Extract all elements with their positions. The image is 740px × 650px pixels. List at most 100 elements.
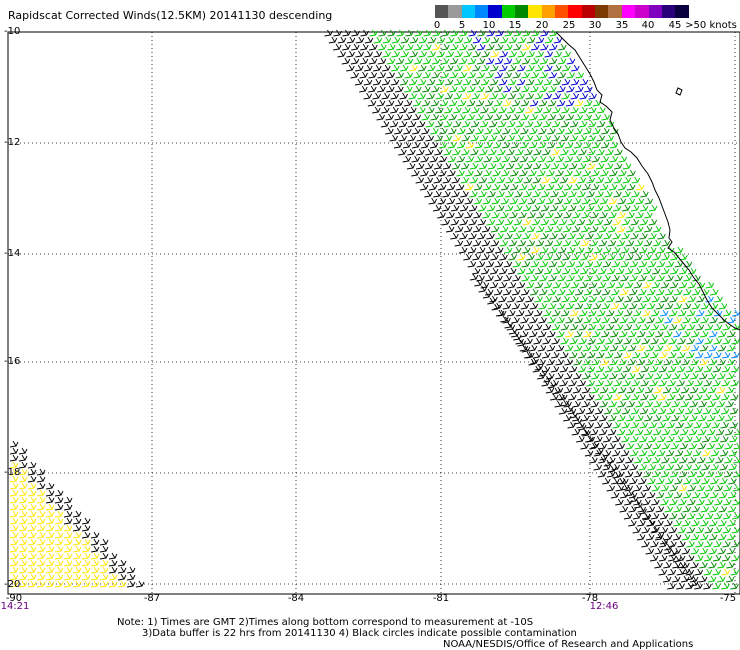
- wind-barb: [525, 106, 534, 114]
- wind-barb: [675, 407, 685, 415]
- wind-barb: [643, 239, 653, 247]
- wind-barb: [45, 545, 55, 553]
- wind-barb: [571, 64, 580, 72]
- wind-barb: [475, 99, 485, 107]
- wind-barb: [117, 573, 127, 581]
- wind-barb: [9, 545, 19, 553]
- wind-barb: [582, 372, 591, 380]
- wind-barb: [36, 524, 46, 532]
- wind-barb: [529, 316, 538, 324]
- wind-barb: [407, 134, 416, 142]
- wind-barb: [517, 225, 527, 233]
- wind-barb: [542, 323, 552, 331]
- wind-barb: [422, 85, 431, 93]
- wind-barb: [651, 267, 661, 275]
- wind-barb: [90, 531, 100, 539]
- wind-barb: [508, 225, 518, 233]
- wind-barb: [606, 484, 615, 492]
- wind-barb: [545, 183, 555, 191]
- wind-barb: [596, 120, 606, 128]
- wind-barb: [713, 512, 723, 520]
- wind-barb: [541, 162, 551, 170]
- wind-barb: [72, 573, 82, 581]
- wind-barb: [578, 120, 588, 128]
- wind-barb: [455, 183, 465, 191]
- wind-barb: [411, 155, 421, 163]
- wind-barb: [665, 449, 675, 457]
- wind-barb: [512, 71, 521, 79]
- wind-barb: [520, 330, 529, 338]
- wind-barb: [564, 169, 573, 177]
- wind-barb: [27, 475, 37, 483]
- wind-barb: [664, 543, 673, 551]
- wind-barb: [717, 533, 727, 541]
- wind-barb: [519, 344, 529, 352]
- wind-barb: [707, 414, 716, 422]
- wind-barb: [625, 225, 635, 233]
- wind-barb: [534, 106, 543, 114]
- wind-barb: [623, 351, 632, 359]
- wind-barb: [601, 330, 610, 338]
- wind-barb: [620, 449, 630, 457]
- wind-barb: [669, 470, 679, 478]
- wind-barb: [594, 407, 604, 415]
- wind-barb: [644, 414, 653, 422]
- wind-barb: [81, 517, 91, 525]
- wind-barb: [604, 190, 613, 198]
- wind-barb: [63, 566, 73, 574]
- wind-barb: [579, 309, 588, 317]
- wind-barb: [711, 435, 720, 443]
- wind-barb: [500, 197, 510, 205]
- wind-barb: [492, 169, 501, 177]
- wind-barb: [692, 463, 701, 471]
- wind-barb: [72, 524, 82, 532]
- wind-barb: [463, 36, 473, 44]
- wind-barb: [528, 344, 538, 352]
- wind-barb: [433, 176, 443, 184]
- lon-label: -84: [287, 593, 305, 604]
- wind-barb: [498, 267, 508, 275]
- wind-barb: [699, 344, 709, 352]
- wind-barb: [625, 253, 634, 261]
- wind-barb: [565, 316, 574, 324]
- wind-barb: [683, 477, 692, 485]
- wind-barb: [63, 517, 73, 525]
- wind-barb: [427, 36, 437, 44]
- wind-barb: [586, 190, 595, 198]
- wind-barb: [511, 302, 521, 310]
- wind-barb: [591, 344, 601, 352]
- wind-barb: [18, 489, 28, 497]
- wind-barb: [543, 92, 552, 100]
- wind-barb: [350, 57, 360, 65]
- wind-barb: [434, 120, 444, 128]
- wind-barb: [683, 260, 693, 268]
- wind-barb: [494, 85, 503, 93]
- wind-barb: [599, 386, 609, 394]
- wind-barb: [595, 393, 604, 401]
- wind-barb: [412, 113, 421, 121]
- wind-barb: [390, 92, 399, 100]
- wind-barb: [420, 141, 430, 149]
- wind-barb: [378, 43, 387, 51]
- wind-barb: [667, 393, 676, 401]
- wind-barb: [608, 183, 618, 191]
- wind-barb: [713, 526, 723, 534]
- wind-barb: [656, 274, 665, 282]
- wind-barb: [601, 113, 610, 121]
- wind-barb: [687, 295, 696, 303]
- legend-swatch: [581, 5, 596, 18]
- wind-barb: [468, 43, 477, 51]
- wind-barb: [568, 393, 577, 401]
- wind-barb: [520, 288, 530, 296]
- wind-barb: [656, 463, 665, 471]
- wind-barb: [628, 330, 637, 338]
- wind-barb: [553, 239, 563, 247]
- wind-barb: [660, 537, 669, 545]
- wind-barb: [603, 232, 612, 240]
- wind-barb: [63, 580, 73, 588]
- wind-barb: [596, 351, 605, 359]
- wind-barb: [594, 204, 604, 212]
- wind-barb: [725, 414, 734, 422]
- wind-barb: [685, 568, 695, 576]
- wind-barb: [63, 552, 73, 560]
